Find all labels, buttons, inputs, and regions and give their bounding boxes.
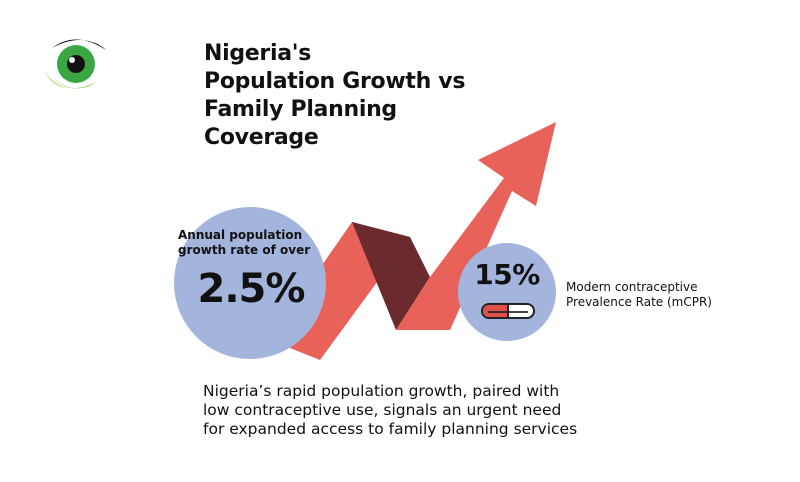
- page-title: Nigeria's Population Growth vs Family Pl…: [204, 40, 465, 152]
- title-line: Coverage: [204, 125, 319, 150]
- summary-text: Nigeria’s rapid population growth, paire…: [203, 382, 643, 439]
- mcpr-label-line: Modern contraceptive: [566, 280, 698, 294]
- arrow-right-leg: [396, 122, 556, 330]
- title-line: Family Planning: [204, 97, 397, 122]
- mcpr-value: 15%: [474, 258, 540, 291]
- arrow-fold-shadow: [352, 222, 430, 330]
- mcpr-label-line: Prevalence Rate (mCPR): [566, 295, 712, 309]
- growth-label-line: Annual population: [178, 228, 303, 242]
- growth-rate-circle: [174, 207, 326, 359]
- summary-line: for expanded access to family planning s…: [203, 420, 578, 438]
- title-line: Population Growth vs: [204, 69, 466, 94]
- pill-icon: [481, 303, 535, 319]
- eye-logo-icon: [40, 32, 112, 94]
- mcpr-label: Modern contraceptive Prevalence Rate (mC…: [566, 280, 766, 310]
- title-line: Nigeria's: [204, 41, 311, 66]
- pill-line: [488, 311, 528, 313]
- summary-line: low contraceptive use, signals an urgent…: [203, 401, 562, 419]
- summary-line: Nigeria’s rapid population growth, paire…: [203, 382, 560, 400]
- growth-rate-value: 2.5%: [197, 266, 306, 312]
- growth-rate-label: Annual population growth rate of over: [178, 228, 318, 258]
- growth-label-line: growth rate of over: [178, 243, 311, 257]
- mcpr-circle: [458, 243, 556, 341]
